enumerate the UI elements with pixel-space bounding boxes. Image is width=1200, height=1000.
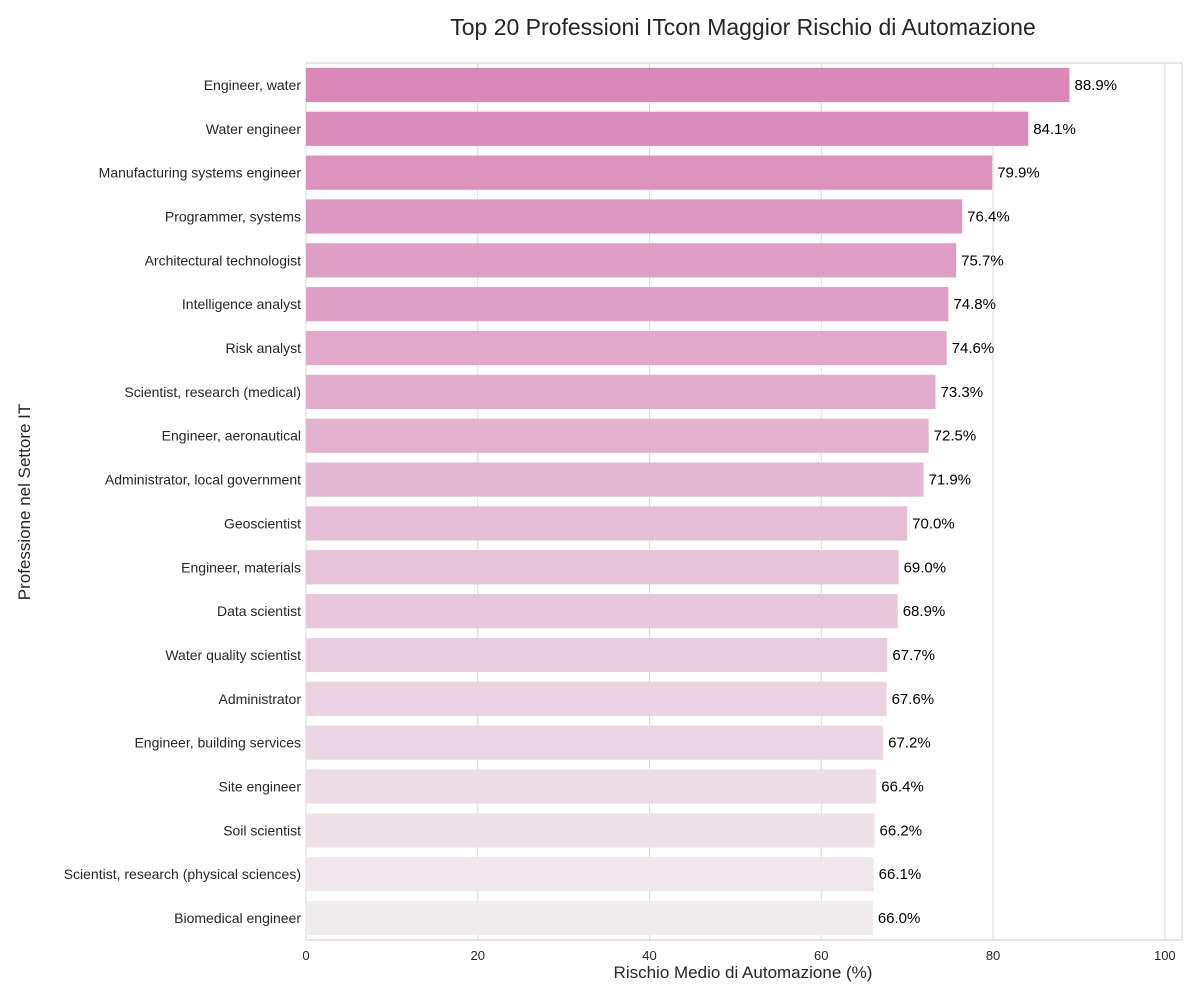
data-label: 88.9% <box>1074 77 1117 94</box>
bar <box>306 506 908 541</box>
data-label: 72.5% <box>934 428 977 445</box>
plot-area <box>305 62 1183 941</box>
data-label: 66.4% <box>881 779 924 796</box>
category-label: Administrator <box>219 691 302 707</box>
category-labels: Engineer, water Water engineer Manufacturi… <box>64 77 302 926</box>
bar <box>306 67 1070 103</box>
y-axis-label: Professione nel Settore IT <box>15 404 34 601</box>
data-label: 66.2% <box>880 822 923 839</box>
category-label: Site engineer <box>218 779 301 795</box>
x-tick-label: 80 <box>986 948 1000 963</box>
category-label: Data scientist <box>217 603 301 619</box>
category-label: Intelligence analyst <box>182 296 301 312</box>
data-label: 67.2% <box>888 735 931 752</box>
category-label: Engineer, water <box>204 77 302 93</box>
data-label: 76.4% <box>967 208 1010 225</box>
data-label: 69.0% <box>904 559 947 576</box>
data-label: 67.6% <box>892 691 935 708</box>
data-label: 66.0% <box>878 910 921 927</box>
bar <box>306 813 875 848</box>
bar <box>306 462 924 497</box>
value-labels: 88.9% 84.1% 79.9% 76.4% 75.7% 74.8% 74.6% 73.3%… <box>878 77 1117 927</box>
data-label: 66.1% <box>879 866 922 883</box>
bar <box>306 243 957 278</box>
category-label: Programmer, systems <box>165 208 301 224</box>
category-label: Risk analyst <box>226 340 302 356</box>
data-label: 74.6% <box>952 340 995 357</box>
data-label: 75.7% <box>961 252 1004 269</box>
bar <box>306 594 898 629</box>
bar <box>306 199 963 234</box>
x-tick-label: 100 <box>1154 948 1176 963</box>
bar <box>306 550 899 585</box>
category-label: Architectural technologist <box>145 252 302 268</box>
bar <box>306 155 993 190</box>
category-label: Water engineer <box>206 121 302 137</box>
bar <box>306 287 949 322</box>
x-tick-labels: 0 20 40 60 80 100 <box>302 948 1175 963</box>
category-label: Scientist, research (medical) <box>124 384 301 400</box>
bar <box>306 637 888 673</box>
bar <box>306 374 936 409</box>
data-label: 68.9% <box>903 603 946 620</box>
x-axis-label: Rischio Medio di Automazione (%) <box>614 963 873 982</box>
data-label: 84.1% <box>1033 121 1076 138</box>
bar <box>306 681 887 716</box>
category-label: Engineer, materials <box>181 559 301 575</box>
category-label: Geoscientist <box>224 515 301 531</box>
category-label: Engineer, aeronautical <box>162 428 301 444</box>
x-tick-label: 20 <box>471 948 485 963</box>
bar <box>306 725 884 760</box>
category-label: Water quality scientist <box>165 647 301 663</box>
data-label: 67.7% <box>892 647 935 664</box>
x-tick-label: 40 <box>642 948 656 963</box>
x-tick-label: 0 <box>302 948 309 963</box>
category-label: Administrator, local government <box>105 472 301 488</box>
category-label: Biomedical engineer <box>174 910 301 926</box>
category-label: Engineer, building services <box>134 735 301 751</box>
bar <box>306 900 873 936</box>
bars <box>306 67 1070 936</box>
bar <box>306 418 929 453</box>
bar <box>306 769 877 804</box>
x-tick-label: 60 <box>814 948 828 963</box>
category-label: Soil scientist <box>223 822 301 838</box>
bar <box>306 857 874 892</box>
data-label: 74.8% <box>953 296 996 313</box>
data-label: 70.0% <box>912 515 955 532</box>
data-label: 79.9% <box>997 165 1040 182</box>
chart-title: Top 20 Professioni ITcon Maggior Rischio… <box>450 14 1036 40</box>
bar <box>306 330 947 366</box>
category-label: Scientist, research (physical sciences) <box>64 866 301 882</box>
category-label: Manufacturing systems engineer <box>99 165 302 181</box>
data-label: 73.3% <box>941 384 984 401</box>
data-label: 71.9% <box>928 472 971 489</box>
bar <box>306 111 1029 146</box>
